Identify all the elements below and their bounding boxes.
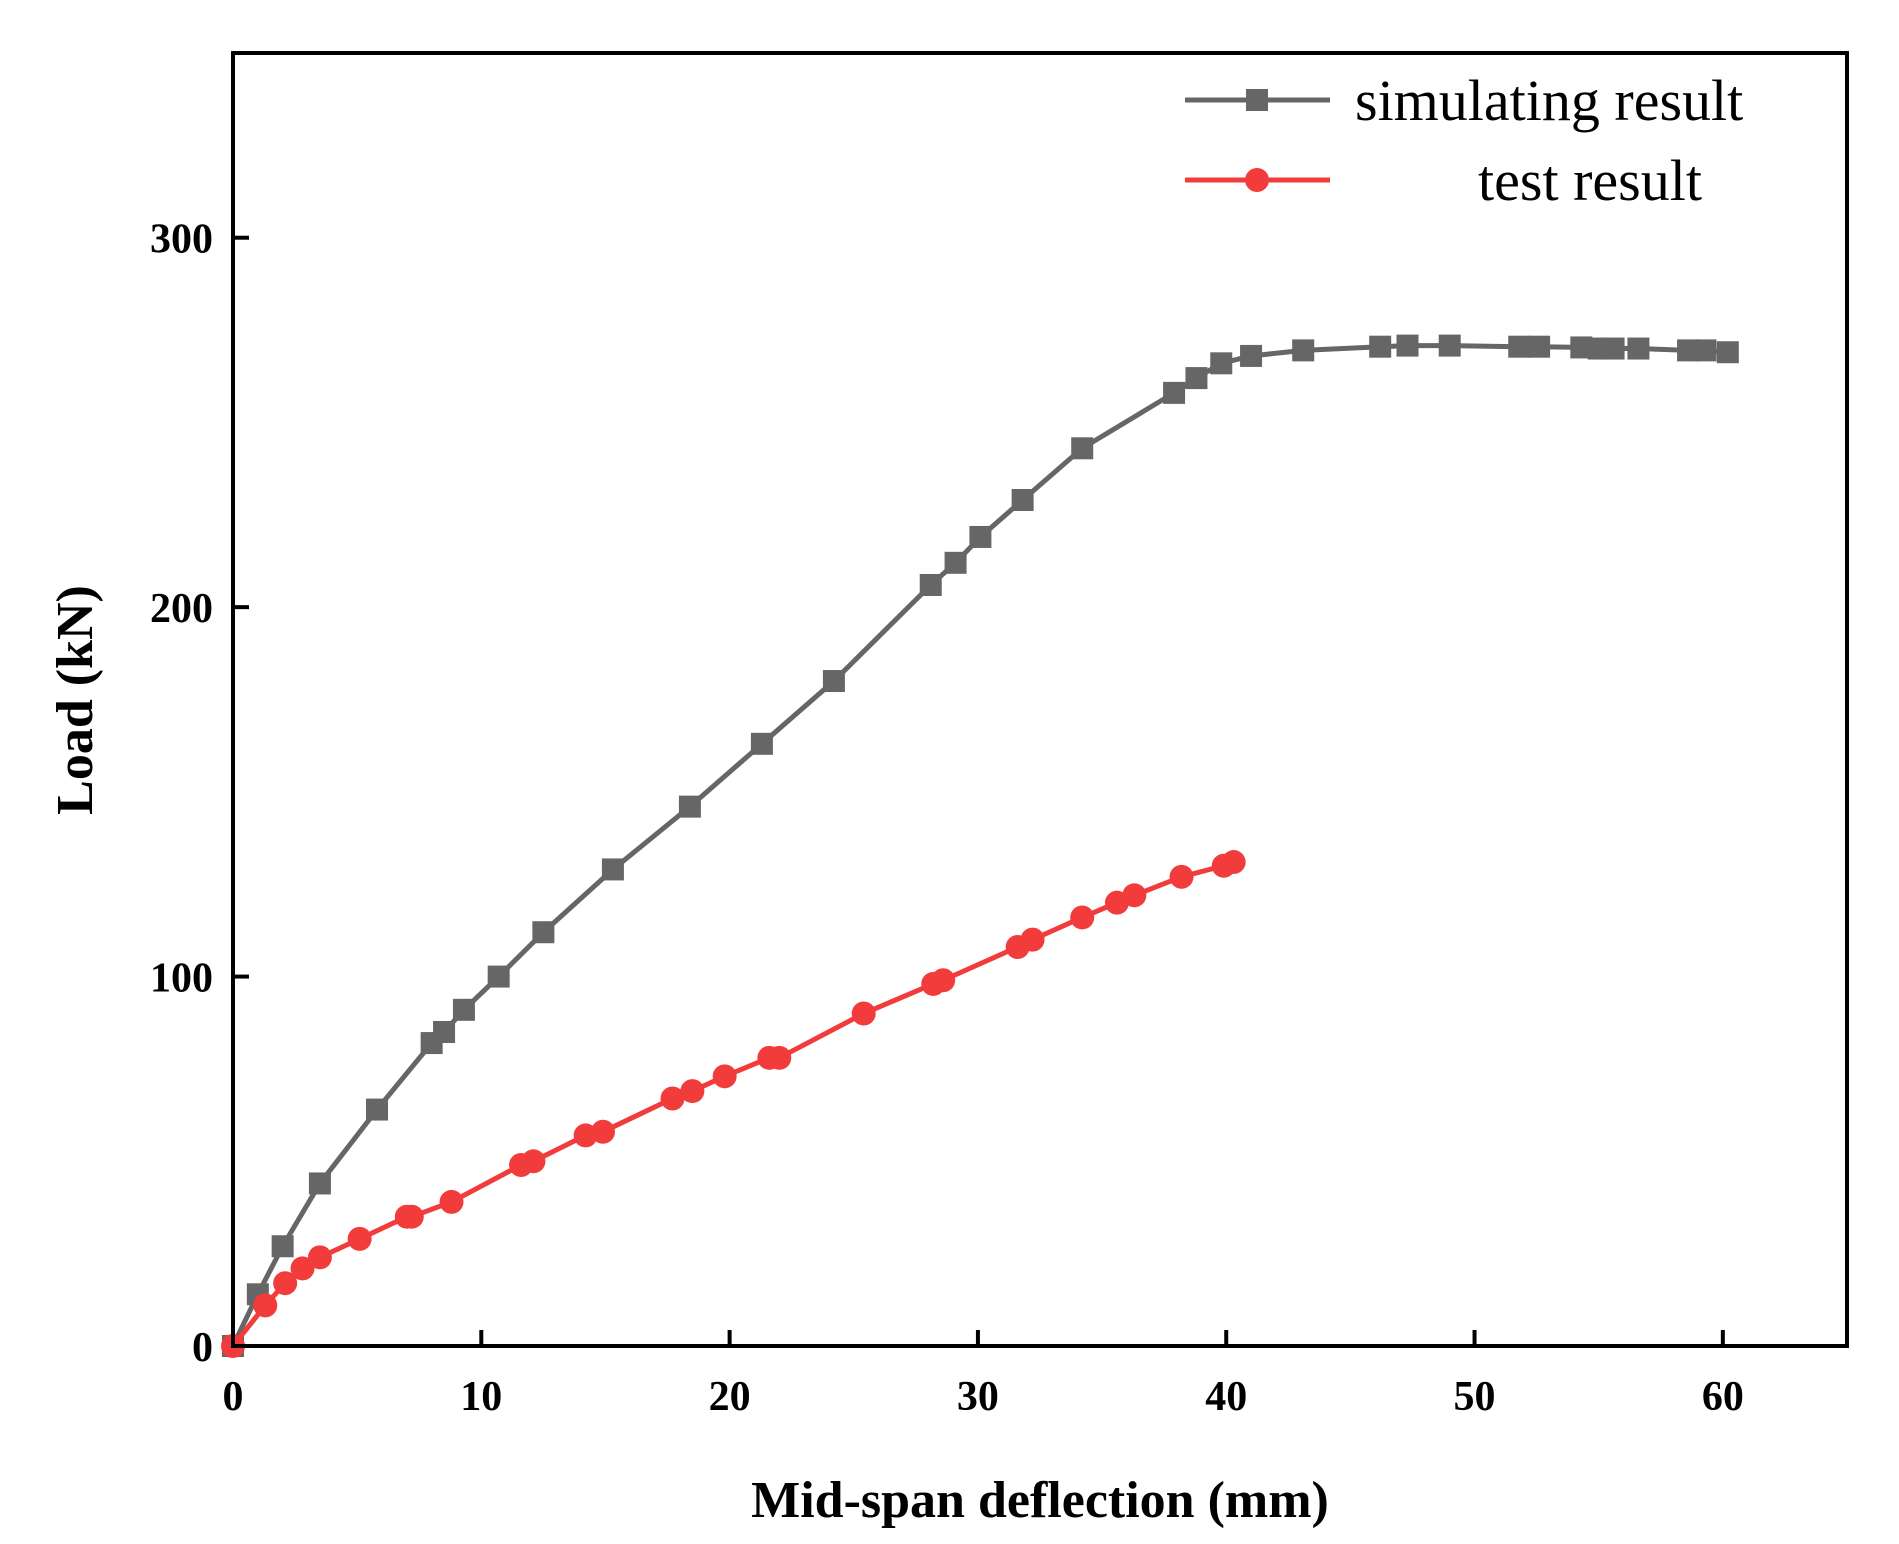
test-result-point [931,968,956,993]
simulating-result-point [1011,489,1034,512]
test-result-point [290,1256,315,1281]
test-result-point [680,1079,705,1104]
series-layer [221,334,1739,1358]
x-tick-label: 0 [223,1374,244,1420]
simulating-result-point [532,921,555,944]
simulating-result-point [1071,437,1094,460]
legend: simulating result test result [1185,68,1743,213]
simulating-result-point [452,998,475,1021]
simulating-result-point [308,1172,331,1195]
plot-frame [231,51,1849,1348]
y-axis-title: Load (kN) [47,585,104,815]
test-result-point [767,1045,792,1070]
test-result-point [253,1293,278,1318]
test-result-point [1122,883,1147,908]
test-result-point [1169,864,1194,889]
x-tick-label: 40 [1205,1374,1247,1420]
y-tick-label: 200 [150,586,213,632]
test-result-point [660,1086,685,1111]
y-tick-label: 300 [150,217,213,263]
simulating-result-point [1396,334,1419,357]
simulating-result-point [1716,341,1739,364]
simulating-result-point [601,858,624,881]
test-result-point [712,1064,737,1089]
test-result-legend-marker [1245,168,1269,192]
simulating-result-point [969,525,992,548]
simulating-result-point [1508,335,1531,358]
simulating-result-point [1210,352,1233,375]
simulating-result-point [822,670,845,693]
simulating-result-point [1292,339,1315,362]
simulating-result-point [1627,337,1650,360]
simulating-result-legend-marker [1246,89,1268,111]
test-result-point [1070,905,1095,930]
simulating-result-point [433,1020,456,1043]
test-result-point [307,1245,332,1270]
simulating-result-point [1369,335,1392,358]
test-result-point [1020,927,1045,952]
simulating-result-point [1602,337,1625,360]
simulating-result-point [1677,339,1700,362]
simulating-result-point [271,1235,294,1258]
test-result-point [399,1204,424,1229]
x-tick-label: 50 [1454,1374,1496,1420]
simulating-result-point [1240,344,1263,367]
x-tick-label: 60 [1702,1374,1744,1420]
test-result-legend-label: test result [1478,148,1702,213]
simulating-result-point [1694,339,1717,362]
simulating-result-point [750,732,773,755]
test-result-point [521,1149,546,1174]
test-result-point [347,1226,372,1251]
simulating-result-point [944,551,967,574]
simulating-result-legend-label: simulating result [1355,68,1743,133]
y-tick-label: 100 [150,956,213,1002]
simulating-result-point [1163,381,1186,404]
simulating-result-point [1570,336,1593,359]
simulating-result-point [678,795,701,818]
x-axis-title: Mid-span deflection (mm) [751,1472,1329,1529]
test-result-point [590,1119,615,1144]
simulating-result-point [919,573,942,596]
axis-ticks: 0 10 20 30 40 50 60 0 100 200 300 [150,217,1744,1420]
test-result-point [439,1189,464,1214]
test-result-point [851,1001,876,1026]
y-tick-label: 0 [192,1325,213,1371]
simulating-result-point [487,965,510,988]
test-result-point [1221,850,1246,875]
x-tick-label: 30 [957,1374,999,1420]
test-result-point [273,1271,298,1296]
simulating-result-point [1528,335,1551,358]
simulating-result-point [1438,334,1461,357]
simulating-result-point [1185,367,1208,390]
x-tick-label: 10 [460,1374,502,1420]
simulating-result-point [366,1098,389,1121]
x-tick-label: 20 [709,1374,751,1420]
